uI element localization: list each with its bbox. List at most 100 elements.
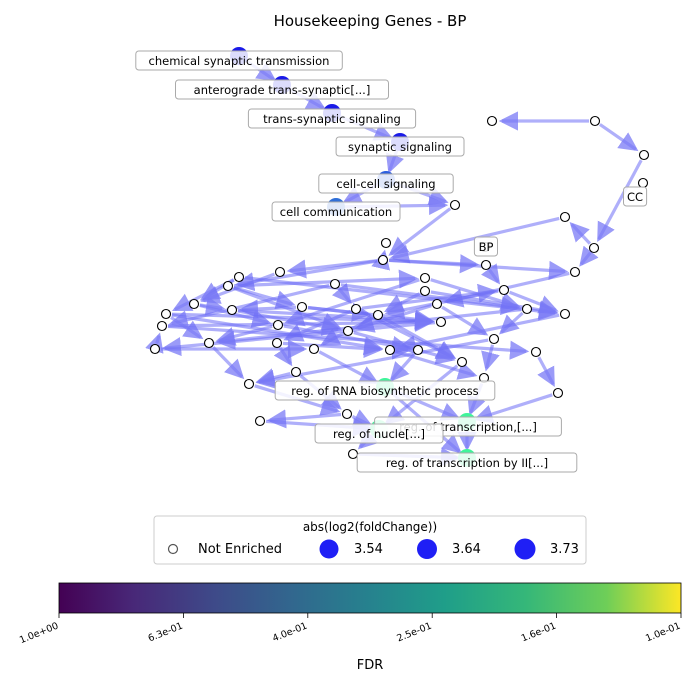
colorbar-tick-label: 6.3e-01 (147, 621, 185, 645)
node-label: reg. of transcription by II[...] (356, 452, 578, 473)
node-not-enriched (521, 303, 533, 315)
node-not-enriched (347, 448, 359, 460)
network-edge (215, 308, 522, 350)
node-not-enriched (243, 378, 255, 390)
node-label-text: BP (479, 240, 494, 254)
node-label: synaptic signaling (335, 136, 465, 157)
node-label-box (274, 380, 496, 401)
legend-marker-3-73 (514, 538, 536, 560)
figure-title: Housekeeping Genes - BP (274, 12, 467, 30)
node-not-enriched (350, 303, 362, 315)
node-not-enriched (559, 308, 571, 320)
node-label: reg. of RNA biosynthetic process (274, 380, 496, 401)
node-not-enriched (308, 343, 320, 355)
node-not-enriched (203, 337, 215, 349)
network-edge (499, 311, 524, 335)
node-label-text: CC (627, 190, 643, 204)
colorbar: 1.0e+00 6.3e-01 4.0e-01 2.5e-01 1.6e-01 1.0e-… (18, 582, 682, 673)
network-edge (481, 263, 501, 285)
network-edge (598, 123, 639, 152)
legend-marker-not-enriched (167, 543, 179, 555)
node-label-text: anterograde trans-synaptic[...] (194, 83, 371, 97)
network-edge (168, 283, 330, 330)
node-not-enriched (559, 211, 571, 223)
colorbar-gradient (58, 582, 682, 614)
node-not-enriched (419, 285, 431, 297)
network-edge (199, 296, 226, 316)
node-not-enriched (435, 316, 447, 328)
colorbar-ticks: 1.0e+00 6.3e-01 4.0e-01 2.5e-01 1.6e-01 1.0e-… (18, 613, 682, 646)
network-edge (384, 289, 499, 320)
node-not-enriched (498, 284, 510, 296)
network-edge (473, 393, 553, 424)
legend-label-3-64: 3.64 (452, 542, 481, 557)
node-label-box (318, 173, 454, 194)
node-not-enriched (341, 408, 353, 420)
node-not-enriched (488, 333, 500, 345)
legend: abs(log2(foldChange)) Not Enriched 3.54 … (153, 515, 587, 565)
node-label-box (473, 236, 498, 257)
colorbar-tick-label: 4.0e-01 (271, 621, 309, 645)
network-edge (331, 282, 352, 304)
network-edge (233, 269, 419, 289)
network-edge (569, 221, 592, 245)
node-label-text: cell communication (280, 205, 392, 219)
node-label: BP (473, 236, 498, 257)
node-not-enriched (233, 271, 245, 283)
node-not-enriched (412, 344, 424, 356)
network-edge (212, 346, 245, 380)
network-edge (537, 356, 555, 388)
node-label-box (356, 452, 578, 473)
node-label: reg. of nucle[...] (314, 423, 444, 444)
legend-marker-3-54 (319, 539, 339, 559)
node-not-enriched (372, 309, 384, 321)
node-label: anterograde trans-synaptic[...] (175, 79, 389, 100)
network-edge (266, 409, 342, 429)
network-edge (307, 306, 435, 329)
node-not-enriched (589, 115, 601, 127)
node-label-box (247, 108, 417, 129)
label-layer: chemical synaptic transmission anterograd… (135, 50, 648, 473)
network-edge (233, 286, 342, 331)
node-not-enriched (377, 254, 389, 266)
legend-box (153, 515, 587, 565)
node-not-enriched (588, 242, 600, 254)
node-not-enriched (149, 343, 161, 355)
colorbar-tick-label: 1.0e-01 (644, 621, 682, 645)
network-edge (351, 409, 373, 427)
node-not-enriched (449, 199, 461, 211)
legend-label-3-73: 3.73 (550, 542, 579, 557)
node-not-enriched (431, 298, 443, 310)
node-not-enriched (271, 337, 283, 349)
node-label: cell-cell signaling (318, 173, 454, 194)
node-not-enriched (638, 149, 650, 161)
network-edge (388, 258, 569, 280)
node-root (637, 177, 649, 189)
node-label-box (135, 50, 343, 71)
node-not-enriched (329, 278, 341, 290)
node-not-enriched (342, 325, 354, 337)
node-label-text: reg. of transcription by II[...] (386, 456, 548, 470)
node-not-enriched (188, 298, 200, 310)
node-label-text: synaptic signaling (348, 140, 452, 154)
node-not-enriched (552, 387, 564, 399)
node-not-enriched (384, 344, 396, 356)
node-label-box (175, 79, 389, 100)
node-label: chemical synaptic transmission (135, 50, 343, 71)
network-edge (283, 324, 412, 355)
node-label-box (271, 201, 401, 222)
network-edge (388, 207, 452, 256)
node-not-enriched (274, 266, 286, 278)
node-label: cell communication (271, 201, 401, 222)
legend-label-not-enriched: Not Enriched (198, 542, 282, 557)
network-edge (171, 313, 384, 356)
node-not-enriched (222, 280, 234, 292)
network-edge (481, 344, 500, 372)
node-not-enriched (160, 308, 172, 320)
legend-marker-3-64 (417, 539, 437, 559)
colorbar-label: FDR (357, 658, 384, 673)
node-not-enriched (419, 272, 431, 284)
legend-title: abs(log2(foldChange)) (303, 520, 437, 534)
